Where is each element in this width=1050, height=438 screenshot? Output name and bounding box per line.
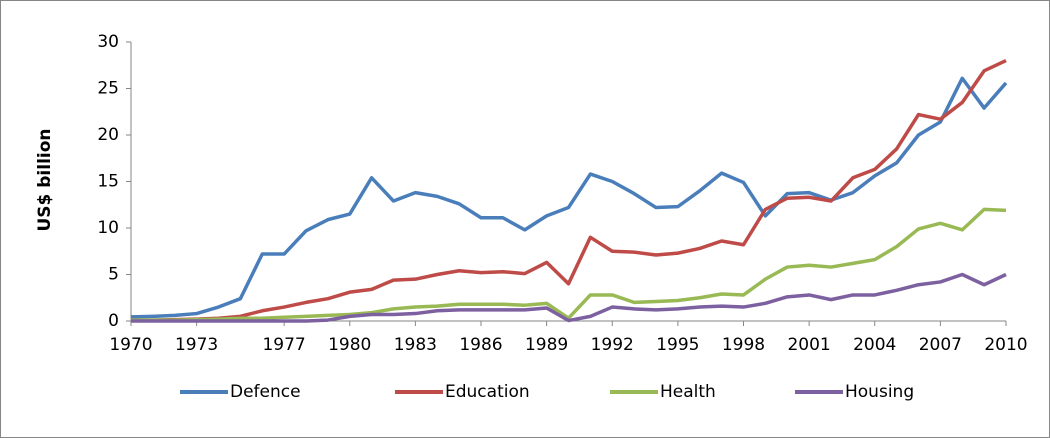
y-axis-label: US$ billion	[35, 128, 55, 231]
x-tick-label: 1970	[109, 335, 152, 355]
x-tick-label: 2001	[787, 335, 830, 355]
line-series	[131, 207, 1007, 322]
x-tick-label: 1983	[394, 335, 437, 355]
x-tick-label: 1980	[328, 335, 371, 355]
y-tick-label: 5	[108, 265, 119, 285]
legend-label: Health	[660, 382, 716, 402]
legend-label: Defence	[230, 382, 301, 402]
y-tick-label: 15	[97, 172, 119, 192]
line-series	[131, 59, 1007, 322]
line-series	[131, 272, 1007, 323]
x-tick-label: 1989	[525, 335, 568, 355]
x-tick-label: 1973	[175, 335, 218, 355]
x-tick-label: 1998	[722, 335, 765, 355]
x-tick-label: 1977	[262, 335, 305, 355]
line-series	[130, 76, 1008, 319]
y-tick-label: 20	[97, 125, 119, 145]
legend-label: Education	[445, 382, 530, 402]
x-tick-label: 2007	[919, 335, 962, 355]
y-tick-label: 0	[108, 311, 119, 331]
y-tick-label: 25	[97, 79, 119, 99]
x-tick-label: 1995	[656, 335, 699, 355]
x-tick-label: 2004	[853, 335, 896, 355]
x-tick-label: 1986	[459, 335, 502, 355]
y-tick-label: 30	[97, 32, 119, 52]
y-tick-label: 10	[97, 218, 119, 238]
legend-label: Housing	[845, 382, 914, 402]
x-tick-label: 2010	[984, 335, 1027, 355]
x-tick-label: 1992	[591, 335, 634, 355]
